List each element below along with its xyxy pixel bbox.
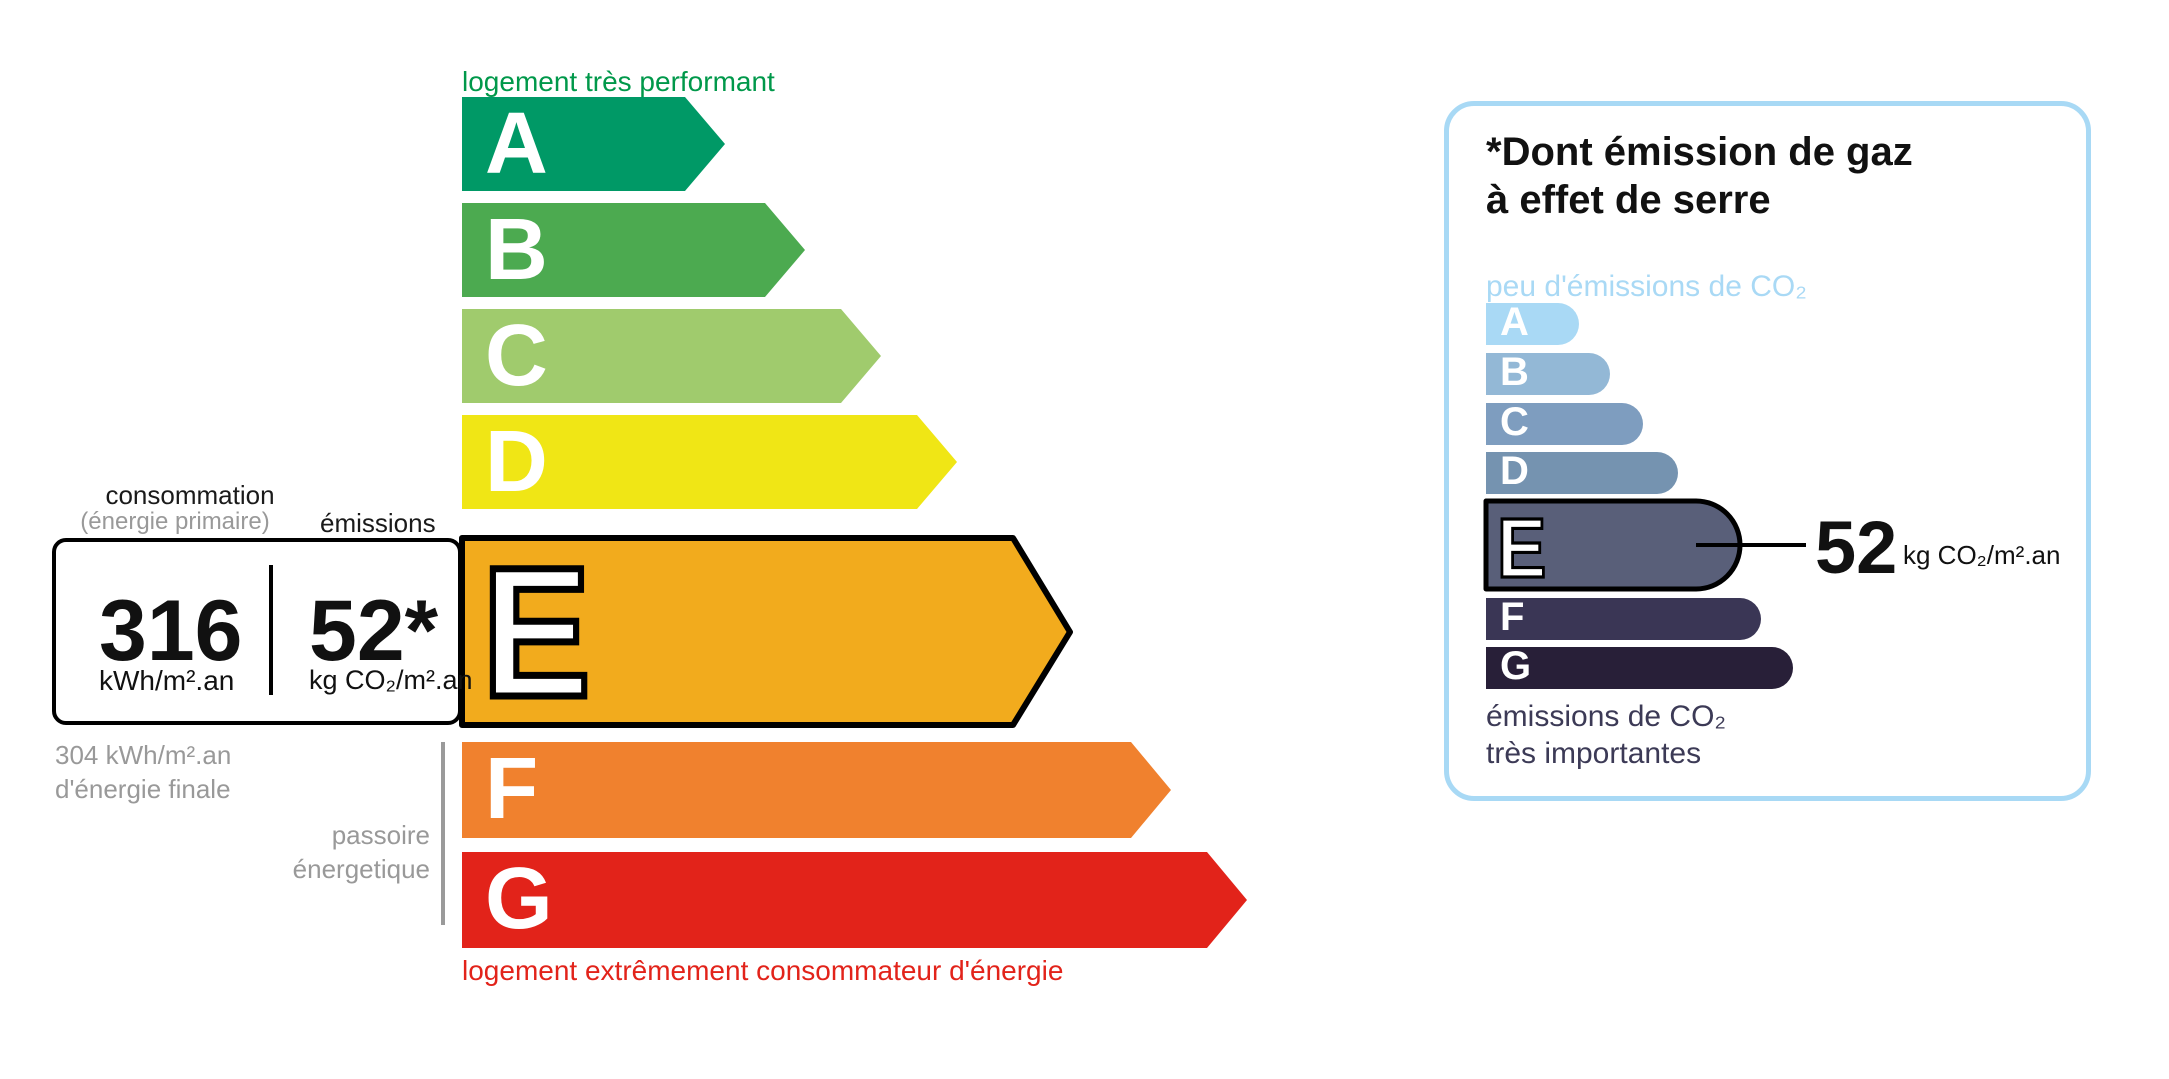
svg-text:E: E [1497,501,1546,595]
svg-text:A: A [1500,300,1529,344]
svg-text:D: D [1500,449,1529,493]
svg-text:F: F [1500,595,1524,639]
svg-text:G: G [1500,644,1531,688]
svg-text:C: C [1500,400,1529,444]
svg-text:B: B [1500,350,1529,394]
